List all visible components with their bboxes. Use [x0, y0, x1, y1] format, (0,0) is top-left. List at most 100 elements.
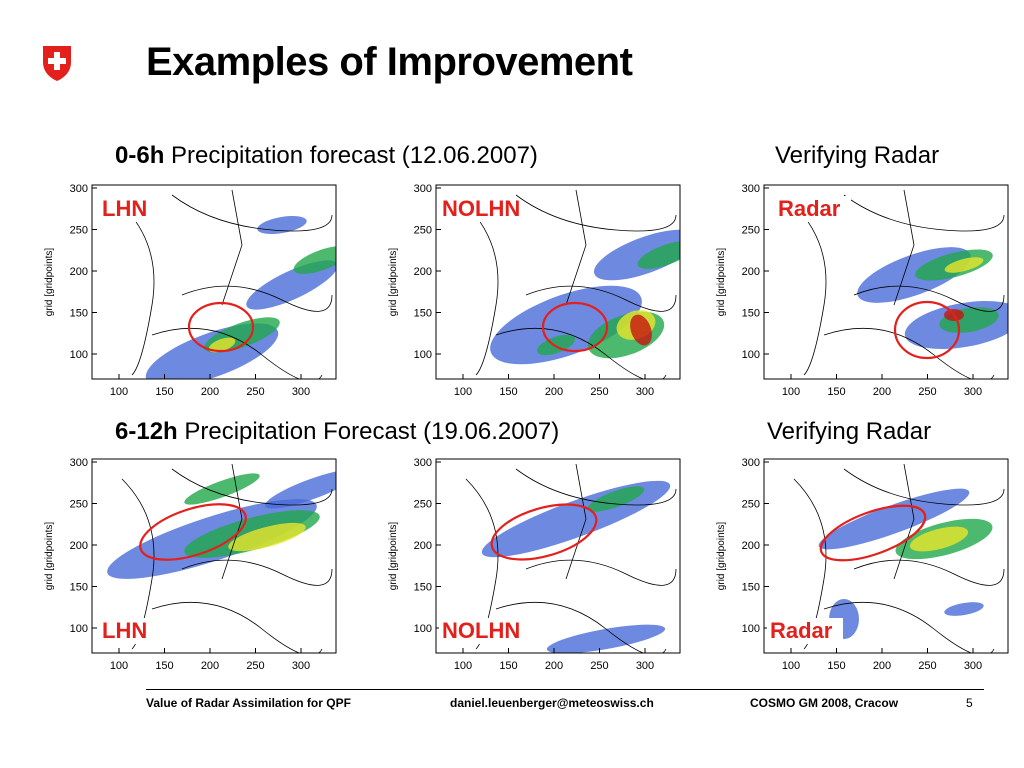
border-line	[151, 601, 323, 653]
precip-blob	[184, 473, 260, 505]
y-tick-label: 100	[742, 623, 760, 635]
footer-divider	[146, 689, 984, 690]
x-tick-label: 250	[918, 660, 936, 672]
y-tick-label: 300	[414, 457, 432, 469]
y-tick-label: 150	[70, 308, 88, 320]
plot-frame	[435, 458, 681, 654]
y-tick-label: 200	[70, 266, 88, 278]
y-axis-label: grid [gridpoints]	[388, 522, 399, 591]
panel-row1-lhn: 300 250 200 150 100 100 150 200 250 300 grid [grid…	[40, 178, 340, 418]
precip-blob	[208, 337, 236, 353]
precip-blob	[630, 314, 652, 346]
precip-blob	[909, 526, 969, 552]
precip-blob	[637, 241, 680, 269]
y-tick-label: 200	[70, 540, 88, 552]
panel-row2-radar: 300 250 200 150 100 100 150 200 250 300 grid [grid…	[712, 452, 1012, 692]
precip-blob	[818, 488, 970, 550]
precip-blob	[944, 602, 984, 616]
y-tick-label: 250	[414, 499, 432, 511]
plot-frame	[435, 184, 681, 380]
y-tick-label: 250	[414, 225, 432, 237]
border-line	[171, 468, 333, 506]
border-line	[221, 463, 243, 580]
border-line	[495, 601, 667, 653]
y-tick-label: 150	[414, 308, 432, 320]
y-tick-label: 250	[70, 225, 88, 237]
y-tick-label: 250	[70, 499, 88, 511]
y-axis-label: grid [gridpoints]	[716, 248, 727, 317]
x-tick-label: 200	[201, 386, 219, 398]
plot-frame	[91, 458, 337, 654]
panel-label-bg	[439, 618, 515, 644]
panel-label: Radar	[778, 196, 841, 221]
x-tick-label: 300	[636, 660, 654, 672]
x-tick-label: 100	[454, 386, 472, 398]
row2-radar-heading: Verifying Radar	[767, 418, 932, 445]
border-line	[515, 468, 677, 506]
x-tick-label: 150	[155, 386, 173, 398]
border-line	[565, 463, 587, 580]
precip-field	[465, 463, 677, 653]
y-axis-label: grid [gridpoints]	[44, 522, 55, 591]
y-tick-label: 300	[742, 183, 760, 195]
y-tick-label: 150	[70, 582, 88, 594]
y-tick-label: 150	[742, 582, 760, 594]
row1-heading-text: Precipitation forecast (12.06.2007)	[171, 142, 538, 169]
x-tick-label: 100	[110, 386, 128, 398]
x-tick-label: 250	[246, 386, 264, 398]
x-tick-label: 150	[827, 386, 845, 398]
x-tick-label: 250	[590, 660, 608, 672]
precip-field	[793, 463, 1005, 653]
border-line	[121, 204, 155, 376]
border-line	[853, 285, 1005, 312]
swiss-shield-logo	[40, 44, 74, 82]
row2-heading: 6-12h Precipitation Forecast (19.06.2007…	[115, 418, 559, 446]
x-tick-label: 300	[964, 386, 982, 398]
border-line	[525, 559, 677, 586]
x-tick-label: 250	[246, 660, 264, 672]
panel-row2-lhn: 300 250 200 150 100 100 150 200 250 300 grid [grid…	[40, 452, 340, 692]
y-tick-label: 200	[742, 540, 760, 552]
border-line	[823, 601, 995, 653]
x-tick-label: 100	[110, 660, 128, 672]
border-line	[843, 194, 1005, 232]
x-tick-label: 150	[499, 660, 517, 672]
border-line	[893, 463, 915, 580]
x-tick-label: 300	[292, 386, 310, 398]
border-line	[823, 327, 995, 379]
x-tick-label: 300	[636, 386, 654, 398]
precip-blob	[246, 260, 336, 310]
border-line	[843, 468, 1005, 506]
precip-blob	[293, 246, 336, 274]
y-tick-label: 200	[742, 266, 760, 278]
highlight-ellipse	[541, 301, 609, 353]
y-axis-label: grid [gridpoints]	[44, 248, 55, 317]
row2-heading-bold: 6-12h	[115, 418, 178, 445]
y-tick-label: 200	[414, 540, 432, 552]
y-tick-label: 300	[70, 183, 88, 195]
panel-row2-nolhn: 300 250 200 150 100 100 150 200 250 300 grid [grid…	[384, 452, 684, 692]
y-tick-label: 100	[70, 623, 88, 635]
row1-heading-bold: 0-6h	[115, 142, 165, 169]
panel-label-bg	[439, 196, 515, 222]
border-line	[793, 204, 827, 376]
highlight-ellipse	[893, 300, 961, 360]
y-tick-label: 300	[414, 183, 432, 195]
border-line	[181, 559, 333, 586]
y-tick-label: 150	[414, 582, 432, 594]
border-line	[221, 189, 243, 306]
slide-title: Examples of Improvement	[146, 40, 633, 84]
y-tick-label: 100	[414, 623, 432, 635]
y-tick-label: 250	[742, 499, 760, 511]
precip-blob	[944, 257, 984, 273]
panel-label: NOLHN	[442, 196, 520, 221]
x-tick-label: 150	[827, 660, 845, 672]
highlight-ellipse	[819, 504, 927, 562]
y-axis-label: grid [gridpoints]	[716, 522, 727, 591]
border-line	[181, 285, 333, 312]
panel-label-bg	[767, 618, 843, 644]
border-line	[495, 327, 667, 379]
x-tick-label: 150	[499, 386, 517, 398]
x-tick-label: 200	[545, 660, 563, 672]
x-tick-label: 300	[964, 660, 982, 672]
